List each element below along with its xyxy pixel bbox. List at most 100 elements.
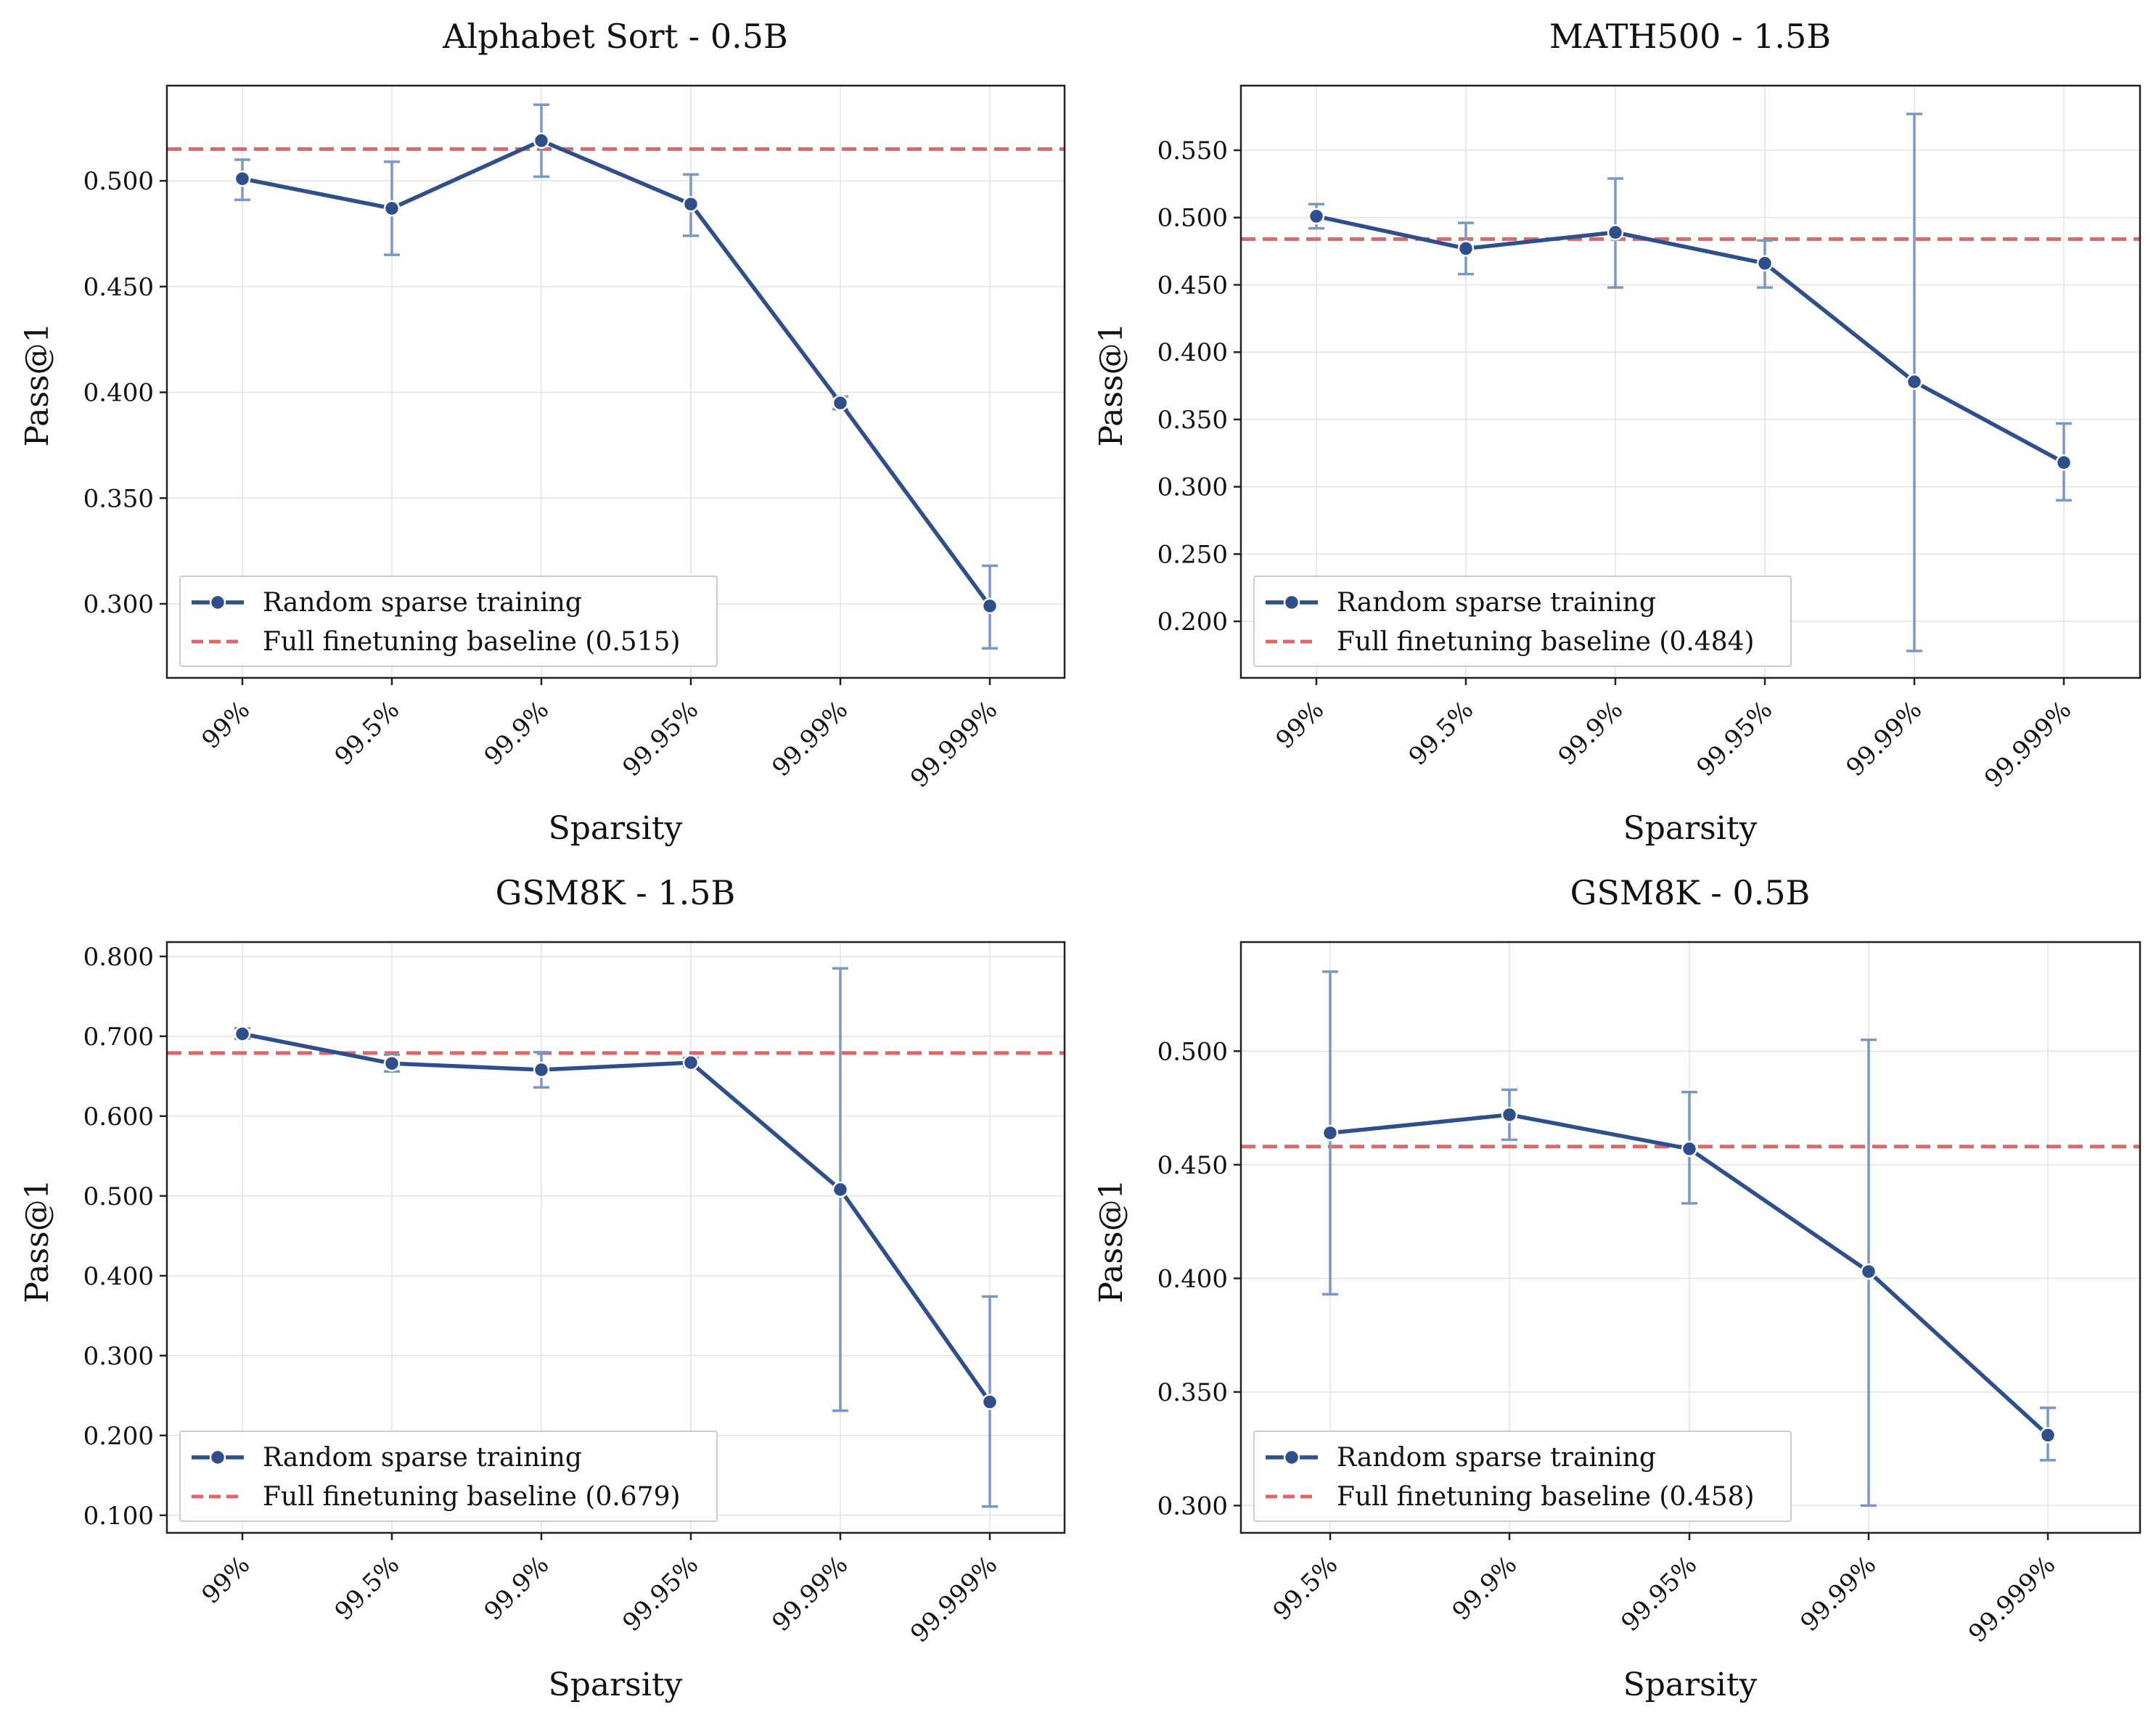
subplot-gsm8k-1-5b: GSM8K - 1.5B Sparsity Pass@1 [19, 873, 735, 1703]
y-tick-label: 0.350 [1157, 406, 1228, 435]
y-tick-label: 0.300 [1157, 473, 1228, 502]
x-tick-label: 99.9% [1553, 695, 1629, 772]
x-tick-label: 99% [197, 695, 256, 755]
x-tick-label: 99% [197, 1550, 256, 1610]
subplot-gsm8k-0-5b: GSM8K - 0.5B Sparsity Pass@1 [1093, 873, 1810, 1703]
legend: Random sparse training Full finetuning ba… [179, 576, 718, 667]
y-tick-label: 0.200 [83, 1422, 154, 1451]
x-tick-label: 99.95% [1615, 1550, 1702, 1637]
x-tick-label: 99.95% [617, 1550, 704, 1637]
y-tick-label: 0.300 [1157, 1491, 1228, 1521]
data-point [533, 1061, 550, 1079]
plot-area-4: 0.300 0.350 0.400 0.450 0.500 99.5% 99.9% 99.95… [1157, 941, 2141, 1648]
data-point [533, 132, 550, 150]
y-tick-label: 0.350 [1157, 1378, 1228, 1407]
y-axis-title: Pass@1 [19, 322, 56, 446]
axes-frame [165, 84, 1066, 679]
legend-label-baseline: Full finetuning baseline (0.515) [263, 627, 681, 657]
legend-marker [209, 594, 226, 611]
data-point [682, 195, 700, 213]
legend-label-baseline: Full finetuning baseline (0.458) [1337, 1482, 1755, 1512]
x-tick-label: 99.5% [329, 695, 406, 772]
y-tick-label: 0.500 [83, 1182, 154, 1211]
x-tick-label: 99.5% [1268, 1550, 1344, 1626]
data-point [832, 394, 849, 412]
y-axis-title: Pass@1 [1093, 1179, 1130, 1303]
x-tick-label: 99.9% [479, 1550, 555, 1626]
data-point [1607, 224, 1624, 241]
data-point [1860, 1263, 1877, 1280]
x-tick-label: 99.5% [329, 1550, 406, 1626]
data-point [1457, 240, 1475, 257]
y-tick-label: 0.400 [83, 379, 154, 408]
y-tick-label: 0.100 [83, 1502, 154, 1531]
legend-marker [1283, 594, 1300, 611]
legend-label-series: Random sparse training [1337, 588, 1656, 618]
axes-frame [1239, 84, 2141, 679]
data-point [682, 1054, 700, 1071]
legend-label-baseline: Full finetuning baseline (0.484) [1337, 627, 1755, 657]
legend-box [1253, 576, 1792, 667]
x-tick-label: 99.95% [617, 695, 704, 782]
x-axis-title: Sparsity [549, 810, 683, 847]
x-tick-label: 99.99% [1795, 1550, 1882, 1637]
data-point [2055, 454, 2073, 471]
plot-area-2: 0.200 0.250 0.300 0.350 0.400 0.450 0.500 0.550… [1157, 84, 2141, 793]
x-tick-label: 99.99% [1840, 695, 1927, 782]
data-point [1321, 1124, 1339, 1142]
x-tick-label: 99.99% [766, 1550, 853, 1637]
x-tick-label: 99.5% [1403, 695, 1480, 772]
y-tick-label: 0.250 [1157, 540, 1228, 569]
series-line [242, 139, 992, 607]
x-tick-label: 99.9% [1447, 1550, 1523, 1626]
data-point [2039, 1427, 2057, 1444]
legend-label-series: Random sparse training [263, 588, 582, 618]
data-point [1681, 1140, 1698, 1158]
y-tick-label: 0.350 [83, 484, 154, 513]
y-tick-label: 0.200 [1157, 607, 1228, 637]
legend-label-baseline: Full finetuning baseline (0.679) [263, 1482, 681, 1512]
x-tick-label: 99.999% [1963, 1550, 2061, 1648]
x-tick-label: 99.999% [1979, 695, 2077, 793]
y-tick-label: 0.500 [1157, 204, 1228, 233]
y-tick-label: 0.400 [1157, 338, 1228, 367]
y-tick-label: 0.550 [1157, 136, 1228, 165]
plot-title: GSM8K - 0.5B [1570, 873, 1811, 912]
x-tick-label: 99% [1271, 695, 1330, 755]
x-axis-title: Sparsity [1623, 1666, 1758, 1703]
subplot-math500-1-5b: MATH500 - 1.5B Sparsity Pass@1 [1093, 17, 1831, 847]
data-point [383, 200, 401, 217]
legend: Random sparse training Full finetuning ba… [179, 1431, 718, 1522]
series-line [242, 1031, 992, 1404]
y-tick-label: 0.500 [83, 167, 154, 196]
legend-marker [209, 1449, 226, 1466]
y-tick-label: 0.400 [1157, 1264, 1228, 1293]
x-axis-title: Sparsity [549, 1666, 683, 1703]
data-point [1308, 208, 1325, 225]
y-tick-label: 0.400 [83, 1262, 154, 1291]
x-tick-label: 99.999% [905, 695, 1003, 793]
data-point [981, 1393, 999, 1410]
plot-title: Alphabet Sort - 0.5B [442, 17, 788, 56]
y-tick-label: 0.300 [83, 1342, 154, 1371]
plot-area-1: 0.300 0.350 0.400 0.450 0.500 99% 99.5% 99.9% 99… [83, 84, 1066, 793]
y-tick-label: 0.300 [83, 590, 154, 619]
data-point [1501, 1106, 1518, 1124]
y-tick-label: 0.500 [1157, 1037, 1228, 1066]
legend: Random sparse training Full finetuning ba… [1253, 576, 1792, 667]
y-axis-title: Pass@1 [19, 1179, 56, 1303]
y-tick-label: 0.450 [1157, 271, 1228, 300]
data-point [981, 597, 999, 615]
data-point [1906, 373, 1923, 390]
y-tick-label: 0.450 [83, 273, 154, 302]
x-tick-label: 99.99% [766, 695, 853, 782]
legend-marker [1283, 1449, 1300, 1466]
data-point [234, 1026, 251, 1042]
subplot-alphabet-sort-0-5b: Alphabet Sort - 0.5B Sparsity Pass@1 [19, 17, 788, 847]
legend-label-series: Random sparse training [263, 1443, 582, 1473]
legend: Random sparse training Full finetuning ba… [1253, 1431, 1792, 1522]
plot-title: GSM8K - 1.5B [496, 873, 736, 912]
axes-frame [165, 941, 1066, 1534]
data-point [383, 1055, 401, 1072]
